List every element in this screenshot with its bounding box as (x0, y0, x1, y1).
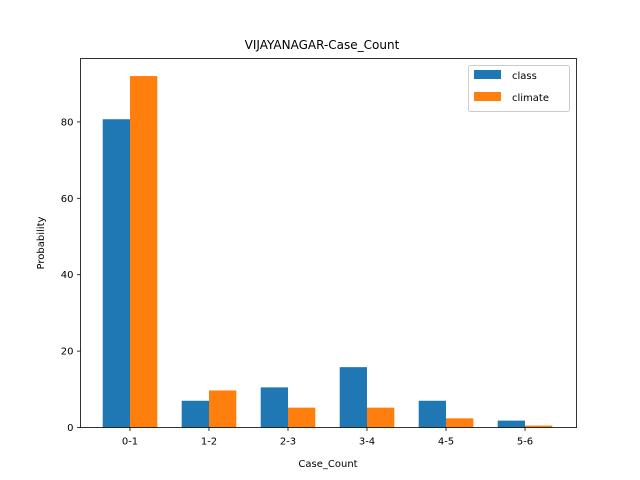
legend-swatch-class (474, 70, 501, 79)
bar-class-1-2 (181, 400, 209, 428)
y-tick-label-0: 0 (67, 423, 73, 434)
x-tick-label-1-2: 1-2 (201, 437, 217, 448)
y-tick-label-20: 20 (61, 347, 74, 358)
bars-group (102, 76, 553, 428)
bar-climate-3-4 (367, 407, 395, 428)
chart-title: VIJAYANAGAR-Case_Count (245, 38, 400, 52)
y-tick-label-40: 40 (61, 270, 74, 281)
bar-climate-2-3 (288, 407, 316, 428)
y-tick-label-60: 60 (61, 194, 74, 205)
legend: class climate (468, 65, 570, 112)
x-axis: 0-1 1-2 2-3 3-4 4-5 5-6 (122, 427, 533, 448)
bar-climate-1-2 (209, 390, 237, 428)
legend-swatch-climate (474, 92, 501, 101)
bar-class-0-1 (102, 119, 130, 428)
legend-label-class: class (512, 71, 537, 82)
y-tick-label-80: 80 (61, 117, 74, 128)
x-tick-label-3-4: 3-4 (359, 437, 375, 448)
x-axis-label: Case_Count (298, 459, 357, 470)
plot-frame (80, 58, 577, 428)
x-tick-label-4-5: 4-5 (438, 437, 454, 448)
bar-class-3-4 (339, 367, 367, 428)
bar-class-4-5 (418, 400, 446, 428)
bar-climate-4-5 (446, 418, 474, 428)
bar-class-5-6 (497, 420, 525, 428)
x-tick-label-2-3: 2-3 (280, 437, 296, 448)
x-tick-label-0-1: 0-1 (122, 437, 138, 448)
y-axis: 0 20 40 60 80 (61, 117, 81, 434)
x-tick-label-5-6: 5-6 (517, 437, 533, 448)
legend-label-climate: climate (512, 93, 549, 104)
bar-climate-0-1 (130, 76, 158, 428)
bar-climate-5-6 (525, 425, 553, 428)
y-axis-label: Probability (36, 216, 47, 269)
bar-class-2-3 (260, 387, 288, 428)
